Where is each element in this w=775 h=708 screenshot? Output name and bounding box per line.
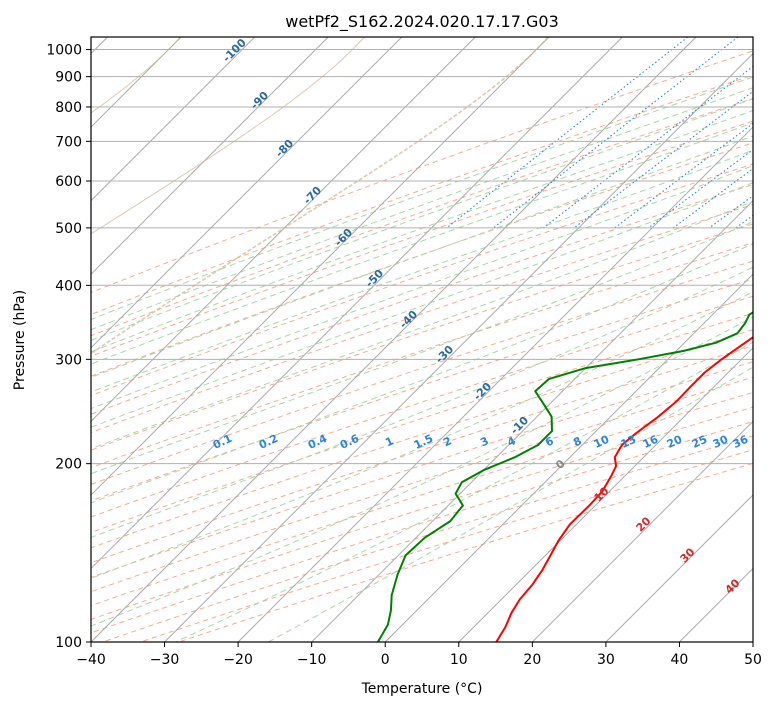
dry-adiabat [91,203,753,434]
mixing-ratio-line [573,90,753,229]
y-tick-label: 1000 [46,43,82,59]
isotherm [311,199,753,642]
isotherm [531,420,753,642]
isotherm [605,494,753,642]
moist-adiabat [91,98,753,342]
mixing-ratio-label: 13 [619,433,638,451]
profile-lines [377,311,753,642]
isotherm [91,37,623,570]
isotherm [458,347,753,642]
mixing-ratio-label: 25 [690,433,709,451]
dry-adiabat [91,278,753,502]
y-tick-label: 500 [55,221,82,237]
y-tick-label: 800 [55,100,82,116]
dry-adiabat [91,163,753,397]
mixing-ratio-label: 20 [665,433,685,451]
isotherm [91,37,403,349]
y-tick-label: 100 [55,635,82,651]
moist-adiabat [91,182,753,428]
dry-adiabat [91,50,753,294]
dry-adiabat [91,74,753,316]
isotherm [164,52,753,642]
isotherm [384,273,753,642]
y-tick-label: 900 [55,70,82,86]
dry-adiabat [91,329,753,549]
moist-adiabat [91,109,753,353]
x-tick-label: 10 [450,652,468,668]
mixing-ratio-label: 16 [641,433,661,451]
moist-adiabat [91,87,753,331]
mixing-ratio-line [543,65,753,229]
y-tick-label: 700 [55,134,82,150]
y-axis-label: Pressure (hPa) [12,290,28,390]
temperature-line [495,336,753,642]
moist-adiabat [91,243,753,504]
isotherm [91,37,476,423]
mixing-ratio-line [493,37,739,229]
mixing-ratio-label: 30 [711,433,731,451]
moist-adiabat [91,76,753,320]
isotherm [91,37,550,496]
x-tick-label: −20 [223,652,253,668]
dry-adiabat [91,242,753,469]
moist-adiabat [91,266,753,539]
y-tick-label: 600 [55,174,82,190]
isotherm [237,126,753,642]
y-tick-label: 400 [55,278,82,294]
pressure-grid [91,49,753,642]
x-tick-label: 40 [671,652,689,668]
dry-adiabat [91,345,753,564]
isotherm [91,37,697,642]
plot-frame [90,36,754,643]
moist-adiabat [91,291,753,579]
x-axis-label: Temperature (°C) [361,681,483,697]
chart-title: wetPf2_S162.2024.020.17.17.G03 [285,12,559,32]
x-tick-label: −10 [297,652,327,668]
moist-adiabat [91,165,753,410]
x-tick-label: 30 [597,652,615,668]
x-axis-ticks: −40 −30 −20 −10 0 10 20 30 40 50 [76,642,762,668]
x-tick-label: 20 [523,652,541,668]
x-tick-label: −40 [76,652,106,668]
isotherm [91,37,329,275]
background-lines [91,37,753,642]
y-tick-label: 200 [55,457,82,473]
y-axis-ticks: 1000 900 800 700 600 500 400 300 200 100 [46,43,91,651]
background-curve [91,37,365,235]
x-tick-label: 0 [381,652,390,668]
x-tick-label: 50 [744,652,762,668]
dry-adiabat [91,376,753,593]
isotherm [91,37,256,202]
background-curve [91,37,181,114]
dry-adiabat [91,97,753,337]
mixing-ratio-line [672,167,753,229]
dry-adiabat [91,295,753,518]
background-curve [91,37,549,355]
dewpoint-line [377,311,753,642]
y-tick-label: 300 [55,352,82,368]
moist-adiabat [91,200,753,450]
mixing-ratio-label: 36 [731,433,751,451]
moist-adiabat [268,366,753,642]
x-tick-label: −30 [150,652,180,668]
mixing-ratio-label: 10 [592,433,612,451]
